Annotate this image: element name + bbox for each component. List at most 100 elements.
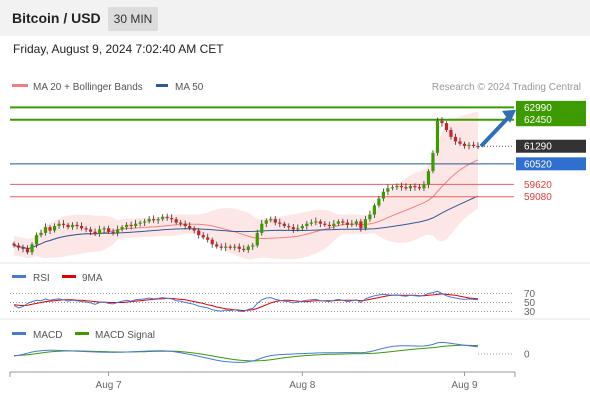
level-tag-label-59620: 59620 bbox=[524, 180, 552, 191]
candle-body bbox=[296, 228, 300, 230]
candle-body bbox=[269, 219, 273, 221]
candle-body bbox=[228, 246, 232, 248]
candle-body bbox=[179, 222, 183, 224]
x-axis-tick-label: Aug 7 bbox=[96, 380, 123, 391]
level-tag-label-59080: 59080 bbox=[524, 192, 552, 203]
candle-body bbox=[39, 232, 43, 236]
macd-level-label: 0 bbox=[524, 350, 530, 361]
level-tag-bg-current bbox=[516, 139, 586, 153]
candle-body bbox=[125, 224, 129, 228]
candle-body bbox=[219, 246, 223, 248]
candle-body bbox=[287, 226, 291, 228]
candle-body bbox=[255, 232, 259, 246]
candle-body bbox=[156, 219, 160, 221]
candle-body bbox=[61, 223, 66, 225]
legend-label-ma20: MA 20 + Bollinger Bands bbox=[33, 82, 143, 93]
candle-body bbox=[48, 227, 52, 231]
candle-body bbox=[210, 239, 214, 245]
candle-body bbox=[341, 221, 345, 223]
candle-body bbox=[363, 219, 367, 229]
candle-body bbox=[413, 186, 417, 188]
candle-body bbox=[43, 227, 48, 233]
candle-body bbox=[21, 247, 25, 249]
rsi-level-label: 50 bbox=[524, 298, 536, 309]
candle-body bbox=[107, 228, 111, 232]
candle-body bbox=[116, 229, 120, 233]
candle-body bbox=[467, 144, 471, 147]
candle-body bbox=[300, 226, 304, 229]
candle-body bbox=[327, 224, 331, 227]
legend-swatch-macd bbox=[12, 332, 26, 335]
candle-body bbox=[309, 222, 313, 224]
candle-body bbox=[386, 188, 390, 192]
candle-body bbox=[120, 227, 124, 230]
candle-body bbox=[206, 237, 210, 240]
candle-body bbox=[336, 221, 340, 224]
candle-body bbox=[143, 221, 147, 223]
candle-body bbox=[350, 223, 354, 225]
candle-body bbox=[97, 229, 102, 234]
candle-body bbox=[52, 226, 57, 231]
candle-body bbox=[111, 231, 115, 233]
timestamp: Friday, August 9, 2024 7:02:40 AM CET bbox=[13, 42, 224, 56]
candle-body bbox=[192, 228, 196, 231]
candle-body bbox=[332, 223, 336, 226]
candle-body bbox=[359, 221, 363, 229]
candle-body bbox=[152, 219, 156, 221]
candle-body bbox=[435, 120, 440, 153]
candle-body bbox=[471, 144, 476, 147]
legend-label-macd-signal: MACD Signal bbox=[95, 330, 155, 341]
candle-body bbox=[273, 219, 277, 223]
candle-body bbox=[476, 146, 480, 148]
candle-body bbox=[354, 221, 358, 224]
candle-body bbox=[462, 143, 467, 146]
legend-swatch-ma50 bbox=[156, 84, 168, 87]
projection-arrow-shaft bbox=[479, 116, 510, 148]
candle-body bbox=[372, 205, 376, 215]
candle-body bbox=[165, 216, 169, 219]
candle-body bbox=[417, 187, 422, 189]
candle-body bbox=[129, 224, 133, 227]
rsi-line bbox=[13, 290, 479, 313]
candle-body bbox=[444, 123, 449, 130]
candle-body bbox=[260, 223, 264, 233]
candle-body bbox=[170, 218, 174, 220]
header-bar: Bitcoin / USD 30 MIN bbox=[0, 0, 590, 36]
candle-body bbox=[399, 186, 404, 188]
instrument-title: Bitcoin / USD bbox=[12, 10, 101, 26]
candle-body bbox=[57, 223, 61, 226]
candle-body bbox=[264, 220, 268, 224]
candle-body bbox=[197, 230, 201, 236]
timeframe-button[interactable]: 30 MIN bbox=[108, 7, 158, 31]
candle-body bbox=[224, 246, 228, 248]
candle-body bbox=[282, 223, 286, 226]
candle-body bbox=[134, 223, 138, 226]
candle-body bbox=[233, 246, 237, 248]
candle-body bbox=[431, 152, 435, 172]
x-axis-tick-label: Aug 9 bbox=[451, 380, 478, 391]
legend-swatch-macd-signal bbox=[75, 332, 89, 335]
candle-body bbox=[305, 223, 309, 226]
candle-body bbox=[377, 198, 381, 206]
legend-swatch-rsi-ma bbox=[62, 275, 76, 278]
candle-body bbox=[458, 141, 462, 144]
legend-label-ma50: MA 50 bbox=[175, 82, 204, 93]
candle-body bbox=[93, 231, 97, 234]
candle-body bbox=[183, 223, 187, 226]
candle-body bbox=[174, 219, 178, 223]
candle-body bbox=[84, 228, 88, 230]
ma50-line bbox=[13, 195, 479, 250]
bollinger-band bbox=[14, 111, 478, 260]
legend-label-macd: MACD bbox=[33, 330, 62, 341]
candle-body bbox=[381, 191, 385, 199]
candle-body bbox=[323, 223, 327, 225]
candle-body bbox=[408, 186, 413, 189]
candle-body bbox=[215, 244, 219, 247]
candle-body bbox=[422, 184, 426, 189]
macd-line bbox=[13, 341, 479, 363]
candle-body bbox=[138, 222, 142, 224]
level-tag-bg-resistance bbox=[516, 100, 586, 114]
candle-body bbox=[390, 187, 395, 189]
candle-body bbox=[368, 214, 372, 220]
